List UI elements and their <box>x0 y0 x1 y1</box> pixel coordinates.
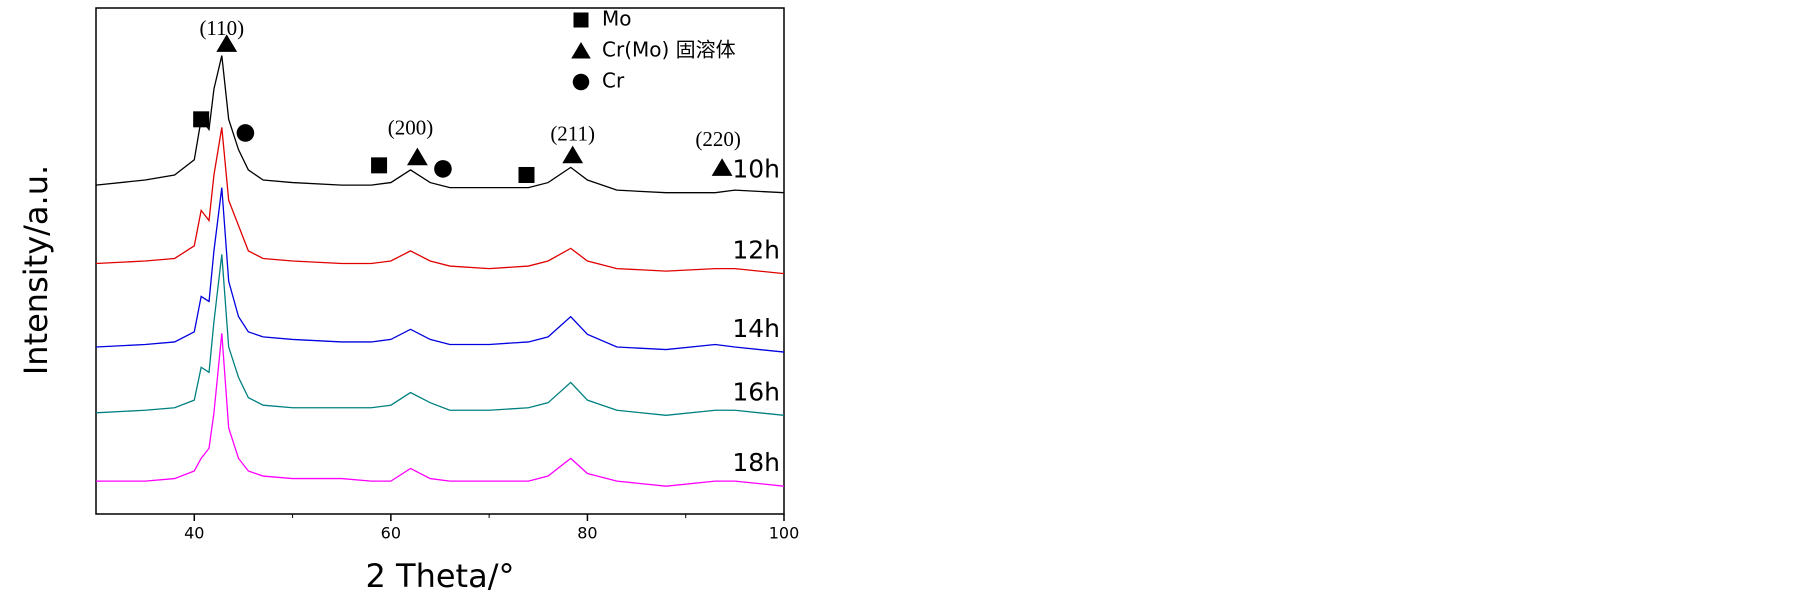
square-marker <box>518 166 535 183</box>
circle-marker <box>572 73 590 91</box>
circle-marker <box>434 160 452 178</box>
series-line <box>96 333 785 487</box>
square-marker <box>573 12 589 28</box>
triangle-marker <box>711 158 733 176</box>
legend-label: Cr <box>602 69 625 93</box>
series-label: 18h <box>732 448 780 477</box>
square-marker <box>193 111 210 128</box>
triangle-marker <box>571 42 591 59</box>
peak-annotation: (220) <box>695 127 741 151</box>
peak-annotation: (200) <box>388 115 434 139</box>
peak-annotation: (211) <box>550 121 595 145</box>
series-label: 16h <box>732 377 780 406</box>
y-axis-label: Intensity/a.u. <box>17 165 55 375</box>
x-tick-label: 80 <box>577 524 597 543</box>
x-axis-label: 2 Theta/° <box>366 557 515 595</box>
x-tick-label: 40 <box>184 524 204 543</box>
x-tick-label: 60 <box>381 524 401 543</box>
triangle-marker <box>406 147 428 166</box>
series-line <box>95 127 785 275</box>
square-marker <box>371 157 388 174</box>
plot-frame <box>95 7 785 515</box>
series-line <box>95 254 785 416</box>
series-line <box>95 187 785 353</box>
series-label: 10h <box>732 155 780 184</box>
series-label: 14h <box>732 314 780 343</box>
x-tick-label: 100 <box>769 524 800 543</box>
legend-label: Cr(Mo) 固溶体 <box>602 38 736 62</box>
circle-marker <box>236 124 255 142</box>
triangle-marker <box>562 145 584 164</box>
legend-label: Mo <box>602 7 632 31</box>
peak-annotation: (110) <box>199 16 244 40</box>
series-label: 12h <box>732 236 780 265</box>
triangle-marker <box>216 34 238 52</box>
